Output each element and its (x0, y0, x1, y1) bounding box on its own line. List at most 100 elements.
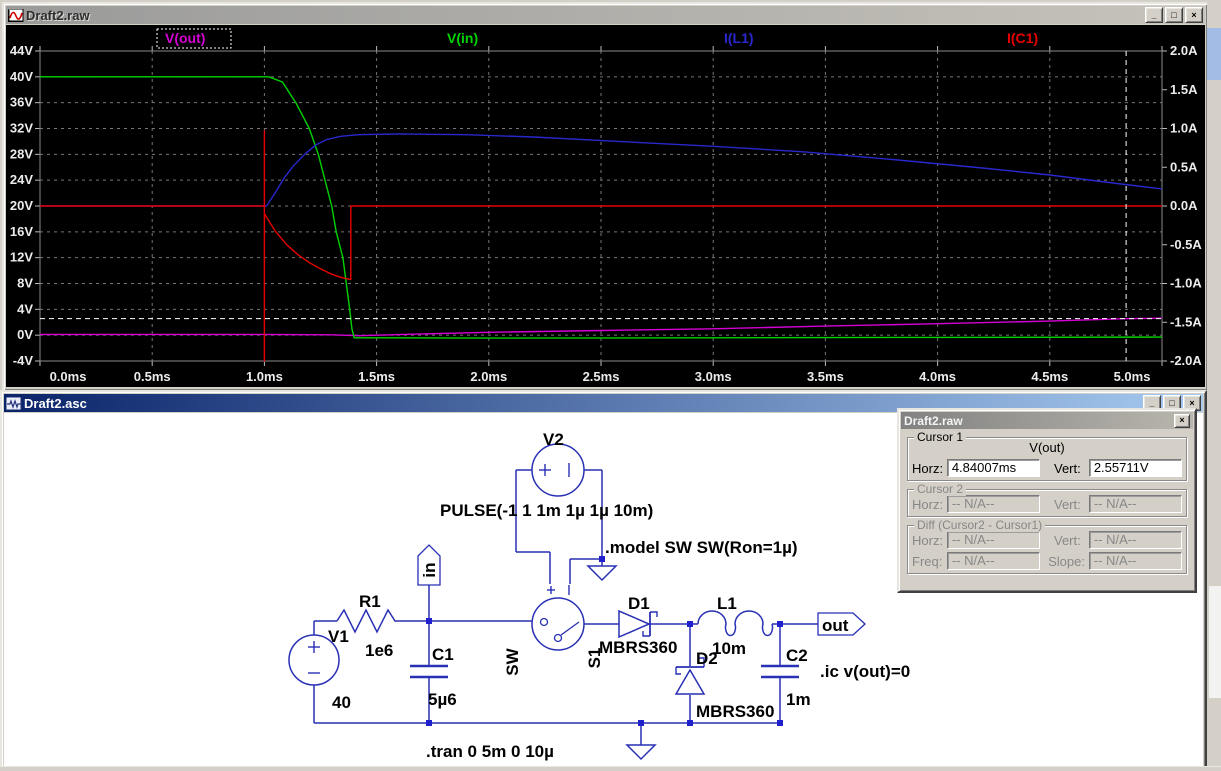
diff-freq-label: Freq: (912, 553, 943, 569)
minimize-button[interactable]: _ (1145, 7, 1163, 23)
schematic-text-d1_value: MBRS360 (599, 638, 677, 657)
background-window-sliver (1207, 28, 1221, 80)
ground-symbol[interactable] (625, 744, 657, 761)
cursor1-horz-value[interactable]: 4.84007ms (946, 459, 1040, 477)
waveform-plot-canvas[interactable]: 0.0ms 0.5ms 1.0ms 1.5ms 2.0ms 2.5ms 3.0ms 3.5ms… (6, 25, 1205, 387)
left-axis-tick-label: 12V (10, 250, 33, 265)
wire-junction (687, 621, 693, 627)
legend-item-V(in)[interactable]: V(in) (447, 30, 478, 46)
desktop-bottom-edge (0, 766, 1221, 771)
switch-contact (553, 633, 563, 643)
wire-junction (777, 621, 783, 627)
trace-I(C1) (40, 130, 1162, 362)
schematic-canvas[interactable]: V2 PULSE(-1 1 1m 1µ 1µ 10m) .model SW SW(R… (4, 413, 1203, 766)
schematic-window-title: Draft2.asc (24, 395, 87, 411)
close-button[interactable]: × (1183, 395, 1201, 411)
legend-item-V(out)[interactable]: V(out) (165, 30, 205, 46)
diff-horz-value: -- N/A-- (946, 531, 1040, 549)
voltage-source-v2[interactable] (531, 443, 585, 497)
schematic-text-d2_ref: D2 (696, 649, 718, 668)
diode-d1-hook (650, 611, 658, 617)
x-axis-tick-label: 1.5ms (358, 369, 395, 384)
schematic-text-v1_value: 40 (332, 693, 351, 712)
cursor-panel: Draft2.raw × Cursor 1 V(out) Horz: 4.840… (897, 408, 1197, 593)
legend-item-I(L1)[interactable]: I(L1) (724, 30, 754, 46)
right-axis-tick-label: -1.5A (1170, 314, 1202, 329)
schematic-text-r1_value: 1e6 (365, 641, 393, 660)
right-axis-tick-label: 1.0A (1170, 121, 1198, 136)
resistor-r1[interactable] (336, 608, 402, 634)
x-axis-tick-label: 4.5ms (1031, 369, 1068, 384)
schematic-text-net_out: out (822, 616, 849, 635)
wire-junction (426, 720, 432, 726)
cursor-panel-titlebar[interactable]: Draft2.raw × (901, 412, 1193, 429)
schematic-text-c2_ref: C2 (786, 646, 808, 665)
x-axis-tick-label: 2.0ms (470, 369, 507, 384)
right-axis-tick-label: -0.5A (1170, 237, 1202, 252)
right-axis-tick-label: 0.0A (1170, 198, 1198, 213)
schematic-text-ic: .ic v(out)=0 (820, 662, 910, 681)
schematic-text-c2_value: 1m (786, 690, 811, 709)
net-flag-in[interactable] (417, 544, 441, 586)
right-axis-tick-label: 1.5A (1170, 82, 1198, 97)
diode-d1[interactable] (618, 609, 651, 639)
right-axis-tick-label: -1.0A (1170, 276, 1202, 291)
right-axis-tick-label: 0.5A (1170, 159, 1198, 174)
diode-d1-hook (642, 631, 650, 637)
x-axis-tick-label: 5.0ms (1114, 369, 1151, 384)
schematic-text-r1_ref: R1 (359, 592, 381, 611)
x-axis-tick-label: 4.0ms (919, 369, 956, 384)
schematic-text-model: .model SW SW(Ron=1µ) (605, 538, 798, 557)
close-button[interactable]: × (1185, 7, 1203, 23)
cursor2-horz-value: -- N/A-- (946, 495, 1040, 513)
left-axis-tick-label: 44V (10, 43, 33, 58)
schematic-text-d1_ref: D1 (628, 594, 650, 613)
diode-d2[interactable] (674, 668, 706, 695)
schematic-text-s1_ref: S1 (585, 648, 604, 669)
minimize-button[interactable]: _ (1143, 395, 1161, 411)
schematic-app-icon (6, 396, 22, 410)
plot-area[interactable]: 0.0ms 0.5ms 1.0ms 1.5ms 2.0ms 2.5ms 3.0ms 3.5ms… (6, 25, 1205, 387)
diff-vert-value: -- N/A-- (1088, 531, 1182, 549)
waveform-window: Draft2.raw _ □ × 0.0ms 0.5ms 1.0ms 1.5ms 2.0… (2, 2, 1209, 392)
diff-vert-label: Vert: (1054, 532, 1081, 548)
schematic-text-d2_value: MBRS360 (696, 702, 774, 721)
x-axis-tick-label: 3.5ms (807, 369, 844, 384)
switch-s1[interactable] (531, 597, 585, 651)
legend-selection-box (156, 28, 232, 49)
schematic-text-l1_value: 10m (712, 639, 746, 658)
schematic-text-v2_ref: V2 (543, 430, 564, 449)
left-axis-tick-label: 28V (10, 146, 33, 161)
cursor1-vert-value[interactable]: 2.55711V (1088, 459, 1182, 477)
schematic-titlebar[interactable]: Draft2.asc _ □ × (4, 394, 1203, 412)
cursor1-group: Cursor 1 V(out) Horz: 4.84007ms Vert: 2.… (907, 430, 1187, 481)
cursor2-group-label: Cursor 2 (914, 482, 967, 496)
diode-d2-hook (675, 667, 681, 675)
x-axis-tick-label: 3.0ms (695, 369, 732, 384)
inductor-l1[interactable] (697, 610, 774, 637)
right-axis-tick-label: 2.0A (1170, 43, 1198, 58)
cursor-panel-title: Draft2.raw (904, 413, 963, 428)
waveform-titlebar[interactable]: Draft2.raw _ □ × (6, 6, 1205, 24)
wire-junction (426, 618, 432, 624)
x-axis-tick-label: 1.0ms (246, 369, 283, 384)
voltage-source-v1[interactable] (288, 634, 340, 686)
background-window-sliver (1209, 586, 1221, 698)
schematic-text-sw_ref: SW (503, 647, 522, 675)
diff-group: Diff (Cursor2 - Cursor1) Horz: -- N/A-- … (907, 518, 1187, 574)
legend-item-I(C1)[interactable]: I(C1) (1007, 30, 1038, 46)
cursor-panel-close-button[interactable]: × (1174, 413, 1190, 428)
left-axis-tick-label: 0V (17, 327, 33, 342)
cursor1-vert-label: Vert: (1054, 460, 1081, 476)
ground-symbol[interactable] (586, 565, 618, 582)
schematic-text-net_in: in (420, 562, 439, 577)
x-axis-tick-label: 0.0ms (50, 369, 87, 384)
diode-d2-hook (699, 657, 705, 667)
cursor2-vert-label: Vert: (1054, 496, 1081, 512)
net-flag-out[interactable] (817, 612, 866, 636)
trace-V(out) (40, 317, 1163, 337)
schematic-text-c1_value: 5µ6 (428, 690, 457, 709)
maximize-button[interactable]: □ (1165, 7, 1183, 23)
cursor1-group-label: Cursor 1 (914, 430, 967, 444)
